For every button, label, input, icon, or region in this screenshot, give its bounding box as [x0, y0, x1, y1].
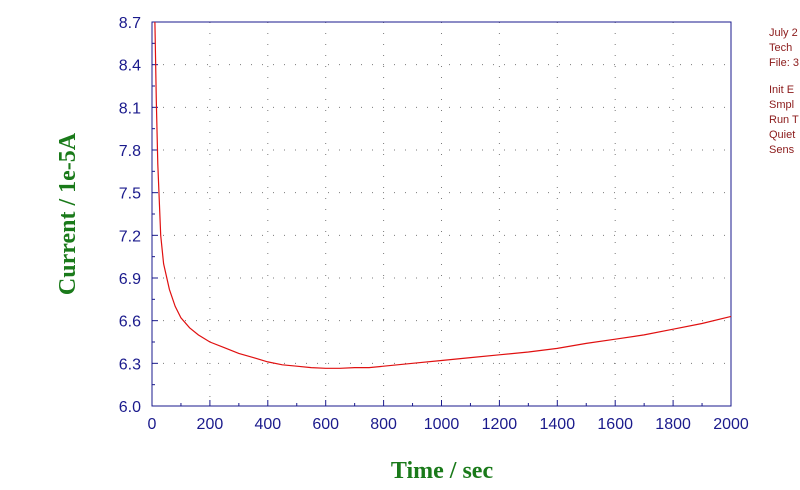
- info-line: File: 3: [769, 57, 799, 69]
- x-axis-ticks: [151, 400, 732, 406]
- y-tick-label: 6.9: [119, 271, 141, 288]
- y-tick-label: 7.2: [119, 228, 141, 245]
- x-tick-label: 1800: [655, 416, 691, 433]
- x-axis-tick-labels: 0 200 400 600 800 1000 1200 1400 1600 1800 2000: [148, 416, 749, 433]
- x-tick-label: 800: [370, 416, 397, 433]
- info-line: Smpl: [769, 99, 794, 111]
- x-tick-label: 400: [254, 416, 281, 433]
- info-line: Tech: [769, 42, 792, 54]
- info-line: July 2: [769, 27, 798, 39]
- y-tick-label: 8.7: [119, 15, 141, 32]
- info-line: Quiet: [769, 129, 795, 141]
- x-tick-label: 1400: [540, 416, 576, 433]
- y-tick-label: 7.8: [119, 143, 141, 160]
- info-line: Run T: [769, 114, 799, 126]
- y-tick-label: 7.5: [119, 186, 141, 203]
- y-tick-label: 6.6: [119, 314, 141, 331]
- info-line: Init E: [769, 84, 794, 96]
- x-tick-label: 0: [148, 416, 157, 433]
- y-tick-label: 6.0: [119, 399, 141, 416]
- info-panel: July 2 Tech File: 3 Init E Smpl Run T Qu…: [769, 27, 799, 156]
- y-tick-label: 8.4: [119, 58, 141, 75]
- grid: [152, 22, 731, 406]
- y-tick-label: 6.3: [119, 356, 141, 373]
- y-axis-tick-labels: 6.0 6.3 6.6 6.9 7.2 7.5 7.8 8.1 8.4 8.7: [119, 15, 141, 416]
- series-line: [154, 21, 732, 369]
- x-tick-label: 2000: [713, 416, 749, 433]
- y-tick-label: 8.1: [119, 100, 141, 117]
- x-tick-label: 1200: [482, 416, 518, 433]
- x-tick-label: 1600: [597, 416, 633, 433]
- y-axis-ticks: [152, 21, 158, 407]
- x-axis-title: Time / sec: [391, 458, 494, 484]
- x-tick-label: 1000: [424, 416, 460, 433]
- x-tick-label: 600: [312, 416, 339, 433]
- x-tick-label: 200: [197, 416, 224, 433]
- info-line: Sens: [769, 144, 795, 156]
- plot-frame: [151, 21, 732, 407]
- y-axis-title: Current / 1e-5A: [55, 132, 81, 295]
